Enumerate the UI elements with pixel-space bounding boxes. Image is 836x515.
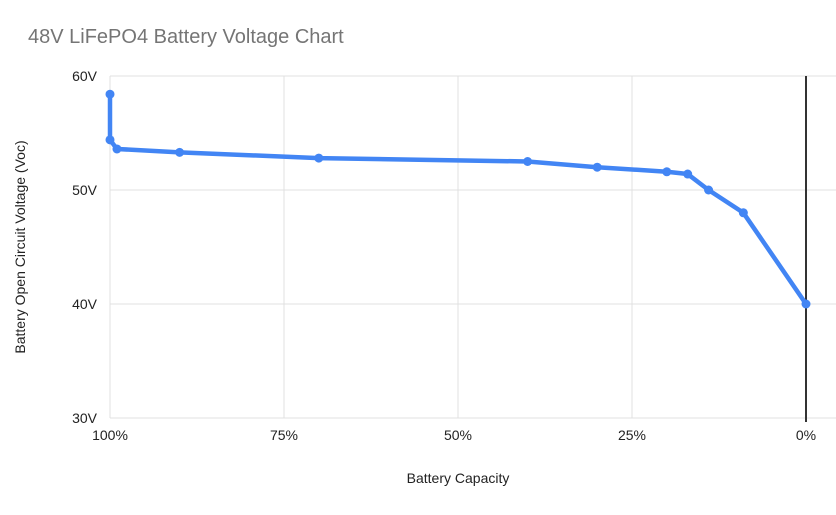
- y-tick-label: 30V: [72, 410, 97, 426]
- y-axis-title: Battery Open Circuit Voltage (Voc): [12, 140, 28, 354]
- data-point-marker: [662, 167, 672, 177]
- x-tick-label: 50%: [443, 427, 473, 443]
- data-point-marker: [738, 208, 748, 218]
- data-point-marker: [105, 135, 115, 145]
- y-tick-label: 40V: [72, 296, 97, 312]
- data-point-marker: [801, 299, 811, 309]
- data-point-marker: [105, 89, 115, 99]
- data-point-marker: [592, 162, 602, 172]
- x-tick-label: 75%: [269, 427, 299, 443]
- data-point-marker: [683, 169, 693, 179]
- y-tick-label: 60V: [72, 68, 97, 84]
- x-tick-label: 100%: [92, 427, 128, 443]
- chart-title: 48V LiFePO4 Battery Voltage Chart: [28, 26, 344, 48]
- x-axis-title: Battery Capacity: [406, 470, 510, 486]
- data-point-marker: [175, 147, 185, 157]
- data-point-marker: [704, 185, 714, 195]
- data-point-marker: [523, 157, 533, 166]
- x-tick-label: 25%: [617, 427, 647, 443]
- data-point-marker: [314, 153, 324, 163]
- data-point-marker: [112, 144, 122, 154]
- y-tick-label: 50V: [72, 182, 97, 198]
- x-tick-label: 0%: [795, 427, 817, 443]
